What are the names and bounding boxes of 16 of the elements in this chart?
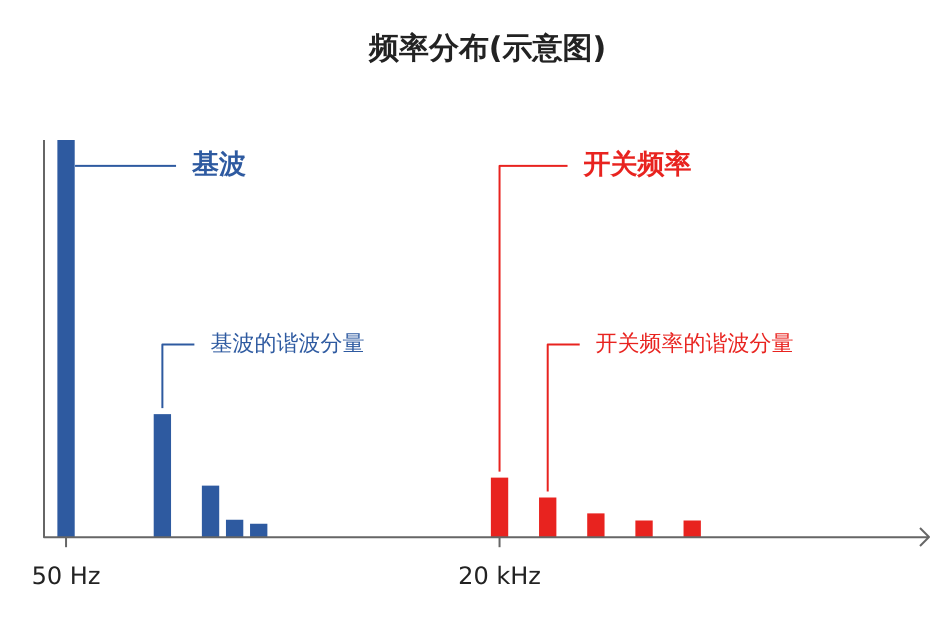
bar — [154, 414, 172, 538]
bar — [684, 520, 701, 538]
bar — [539, 497, 556, 538]
bar — [202, 486, 220, 538]
bar — [635, 520, 653, 538]
bar — [250, 524, 268, 538]
bar — [490, 478, 508, 538]
annotation: 基波的谐波分量 — [210, 331, 364, 356]
x-tick-label: 20 kHz — [458, 562, 541, 590]
chart-title: 频率分布(示意图) — [368, 30, 606, 66]
annotation: 开关频率 — [582, 148, 692, 180]
annotation: 开关频率的谐波分量 — [596, 331, 794, 356]
x-tick-label: 50 Hz — [32, 562, 100, 590]
bar — [587, 513, 605, 538]
bar — [226, 520, 244, 538]
annotation: 基波 — [191, 148, 246, 180]
